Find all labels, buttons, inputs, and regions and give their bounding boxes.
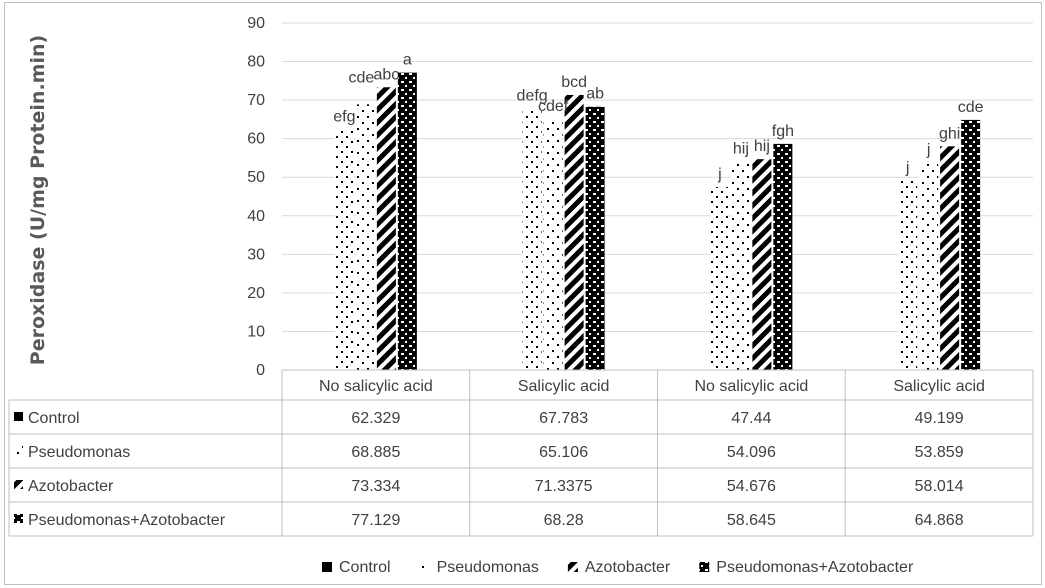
data-label: j: [926, 141, 931, 158]
table-legend-key: [14, 514, 23, 523]
bar-pseudomonas-azotobacter: [961, 119, 981, 370]
table-cell: 65.106: [539, 444, 588, 461]
table-row-header: Control: [28, 410, 80, 427]
bar-azotobacter: [564, 94, 584, 370]
data-label: ghi: [939, 125, 960, 142]
legend-label: Pseudomonas+Azotobacter: [716, 559, 914, 576]
table-cell: 54.096: [727, 444, 776, 461]
table-cell: 64.868: [915, 512, 964, 529]
bar-pseudomonas: [919, 162, 939, 370]
data-label: cde: [348, 69, 374, 86]
bar-pseudomonas-azotobacter: [773, 143, 793, 370]
y-axis-ticks: 0 10 20 30 40 50 60 70 80 90: [247, 15, 265, 379]
data-label: cdef: [538, 98, 569, 115]
data-label: bcd: [561, 74, 587, 91]
bar-pseudomonas: [543, 118, 563, 371]
y-tick-label: 70: [247, 92, 265, 109]
data-label: hij: [754, 138, 770, 155]
y-tick-label: 40: [247, 208, 265, 225]
table-cell: 68.28: [544, 512, 584, 529]
bar-control: [898, 180, 918, 370]
table-cell: 58.014: [915, 478, 964, 495]
data-label: cde: [958, 99, 984, 116]
data-label: j: [905, 159, 910, 176]
y-tick-label: 80: [247, 54, 265, 71]
legend: Control Pseudomonas Azotobacter Pseudomonas…: [322, 559, 914, 576]
table-row-header: Azotobacter: [28, 478, 114, 495]
table-cell: 49.199: [915, 410, 964, 427]
table-cell: 54.676: [727, 478, 776, 495]
legend-label: Pseudomonas: [437, 559, 539, 576]
table-cell: 58.645: [727, 512, 776, 529]
y-axis-title: Peroxidase (U/mg Protein.min): [27, 35, 49, 365]
legend-label: Azotobacter: [585, 559, 671, 576]
table-cell: 77.129: [351, 512, 400, 529]
table-row-header: Pseudomonas: [28, 444, 130, 461]
y-tick-label: 20: [247, 285, 265, 302]
data-label: hij: [733, 140, 749, 157]
bar-azotobacter: [752, 159, 772, 370]
bar-pseudomonas: [355, 104, 375, 370]
data-label: j: [717, 166, 722, 183]
bar-azotobacter: [376, 87, 396, 371]
table-cell: 53.859: [915, 444, 964, 461]
table-cell: 47.44: [731, 410, 771, 427]
data-label: fgh: [772, 123, 794, 140]
bar-control: [334, 129, 354, 370]
legend-key: [419, 562, 430, 572]
y-tick-label: 60: [247, 131, 265, 148]
bar-control: [522, 108, 542, 370]
x-category-label: No salicylic acid: [694, 378, 808, 395]
bar-control: [710, 187, 730, 370]
x-category-label: Salicylic acid: [518, 378, 610, 395]
y-tick-label: 30: [247, 246, 265, 263]
data-label: abc: [373, 66, 399, 83]
x-category-label: Salicylic acid: [893, 378, 985, 395]
table-cell: 71.3375: [535, 478, 593, 495]
table-row-header: Pseudomonas+Azotobacter: [28, 512, 226, 529]
table-legend-key: [14, 412, 23, 421]
legend-key: [322, 562, 332, 572]
table-legend-key: [14, 480, 23, 489]
data-label: defg: [517, 88, 548, 105]
chart-frame: [4, 2, 1042, 585]
bars: [334, 72, 981, 371]
table-cell: 62.329: [351, 410, 400, 427]
bar-azotobacter: [940, 146, 960, 370]
bar-pseudomonas: [731, 161, 751, 370]
table-cell: 68.885: [351, 444, 400, 461]
data-label: efg: [333, 109, 355, 126]
legend-key: [699, 562, 710, 572]
data-table: No salicylic acid Salicylic acid No salicy…: [8, 369, 1034, 537]
y-tick-label: 50: [247, 169, 265, 186]
data-label: ab: [586, 86, 604, 103]
legend-label: Control: [339, 559, 391, 576]
bar-pseudomonas-azotobacter: [585, 106, 605, 370]
y-tick-label: 0: [256, 362, 265, 379]
bar-pseudomonas-azotobacter: [397, 72, 417, 371]
data-label: a: [403, 52, 412, 69]
y-tick-label: 10: [247, 323, 265, 340]
table-cell: 73.334: [351, 478, 400, 495]
x-category-label: No salicylic acid: [319, 378, 433, 395]
table-legend-key: [14, 446, 23, 455]
table-cell: 67.783: [539, 410, 588, 427]
y-tick-label: 90: [247, 15, 265, 32]
legend-key: [567, 562, 578, 572]
